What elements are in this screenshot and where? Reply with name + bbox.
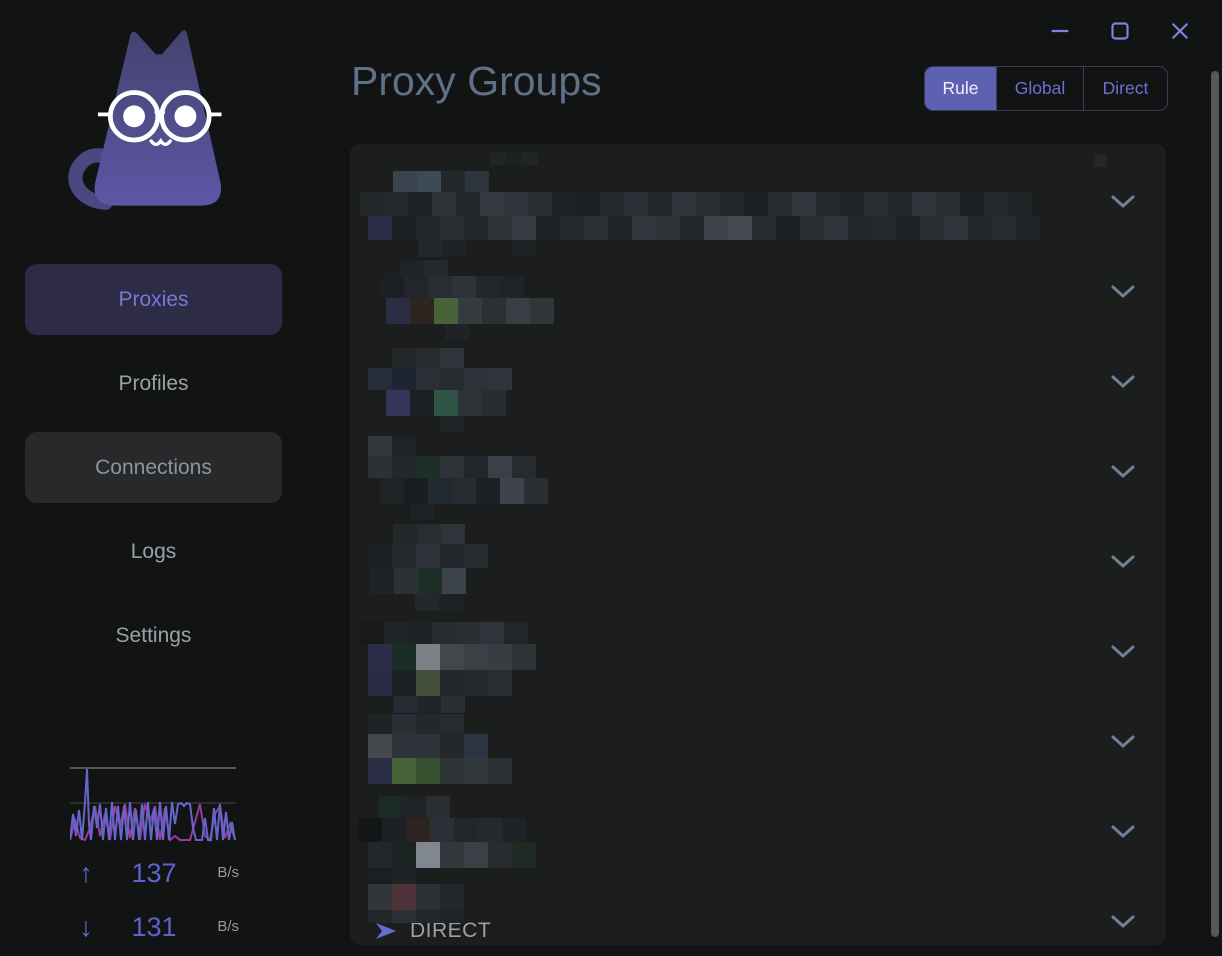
sidebar-item-label: Settings (115, 623, 192, 647)
redacted-group-text (415, 594, 463, 611)
mode-rule-button[interactable]: Rule (925, 67, 996, 110)
sidebar-item-connections[interactable]: Connections (25, 432, 282, 503)
upload-arrow-icon: ↑ (79, 858, 93, 888)
proxy-groups-card: DIRECT (350, 144, 1166, 945)
redacted-group-text (368, 714, 464, 734)
chevron-down-icon[interactable] (1110, 914, 1138, 930)
redacted-group-text (410, 504, 434, 519)
cat-mouth (149, 138, 172, 147)
redacted-group-text (368, 758, 512, 784)
sidebar-item-label: Proxies (118, 287, 189, 311)
redacted-group-text (1094, 154, 1107, 167)
download-speed-value: 131 (131, 912, 177, 942)
redacted-group-text (418, 240, 466, 257)
traffic-graph (69, 766, 236, 842)
redacted-group-text (380, 276, 524, 298)
cat-eye-right (174, 105, 197, 128)
redacted-group-text (380, 478, 548, 504)
page-title: Proxy Groups (351, 58, 602, 104)
redacted-group-text (393, 696, 465, 713)
redacted-group-text (445, 324, 469, 340)
send-arrow-icon (376, 923, 396, 939)
redacted-group-text (512, 240, 536, 257)
sidebar-item-label: Connections (95, 455, 212, 479)
redacted-group-text (393, 171, 489, 192)
redacted-group-text (386, 298, 554, 324)
direct-proxy-label: DIRECT (410, 919, 492, 942)
redacted-group-text (400, 260, 448, 276)
chevron-down-icon[interactable] (1110, 824, 1138, 840)
upload-series (69, 768, 236, 841)
redacted-group-text (378, 796, 450, 818)
download-arrow-icon: ↓ (79, 912, 93, 942)
maximize-button[interactable] (1104, 15, 1136, 47)
sidebar-item-profiles[interactable]: Profiles (25, 348, 282, 419)
maximize-icon (1111, 22, 1129, 40)
redacted-group-text (368, 644, 536, 670)
sidebar-item-logs[interactable]: Logs (25, 516, 282, 587)
redacted-group-text (368, 884, 464, 910)
close-button[interactable] (1164, 15, 1196, 47)
redacted-group-text (368, 456, 536, 478)
redacted-group-text (368, 734, 488, 758)
redacted-group-text (368, 544, 488, 568)
sidebar-item-settings[interactable]: Settings (25, 600, 282, 671)
redacted-group-text (368, 436, 416, 456)
cat-eye-left (123, 105, 146, 128)
redacted-group-text (368, 216, 1040, 240)
mode-switch: Rule Global Direct (924, 66, 1168, 111)
minimize-icon (1051, 29, 1069, 33)
redacted-group-text (440, 416, 464, 432)
sidebar-item-label: Profiles (118, 371, 189, 395)
redacted-group-text (368, 868, 416, 883)
redacted-group-text (370, 568, 466, 594)
direct-proxy-row[interactable]: DIRECT (374, 918, 491, 944)
minimize-button[interactable] (1044, 15, 1076, 47)
mode-direct-button[interactable]: Direct (1083, 67, 1167, 110)
close-icon (1172, 23, 1188, 39)
upload-speed-unit: B/s (217, 864, 239, 881)
upload-speed-value: 137 (131, 858, 177, 888)
redacted-group-text (368, 910, 464, 923)
chevron-down-icon[interactable] (1110, 644, 1138, 660)
chevron-down-icon[interactable] (1110, 554, 1138, 570)
redacted-group-text (386, 390, 506, 416)
redacted-group-text (392, 348, 464, 368)
chevron-down-icon[interactable] (1110, 734, 1138, 750)
redacted-group-text (490, 152, 538, 165)
cat-glasses (98, 90, 222, 143)
chevron-down-icon[interactable] (1110, 374, 1138, 390)
redacted-group-text (368, 368, 512, 390)
redacted-group-text (358, 818, 526, 842)
download-speed-unit: B/s (217, 918, 239, 935)
chevron-down-icon[interactable] (1110, 194, 1138, 210)
redacted-group-text (368, 842, 536, 868)
redacted-group-text (368, 670, 512, 696)
scrollbar-thumb[interactable] (1211, 71, 1219, 937)
clash-cat-logo (60, 22, 250, 222)
sidebar-item-label: Logs (130, 539, 177, 563)
redacted-group-text (393, 524, 465, 544)
mode-global-button[interactable]: Global (996, 67, 1083, 110)
chevron-down-icon[interactable] (1110, 284, 1138, 300)
redacted-group-text (360, 622, 528, 644)
redacted-group-text (360, 192, 1032, 216)
sidebar-item-proxies[interactable]: Proxies (25, 264, 282, 335)
cat-tail (68, 148, 117, 210)
chevron-down-icon[interactable] (1110, 464, 1138, 480)
